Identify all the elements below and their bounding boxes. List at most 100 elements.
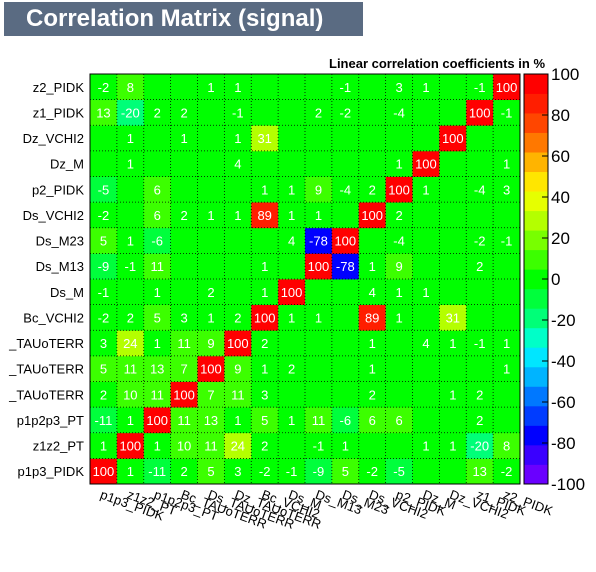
- heatmap-cell: [493, 202, 521, 229]
- cell-value: 1: [449, 336, 456, 351]
- heatmap-cell: [331, 432, 360, 459]
- heatmap-cell: [439, 202, 467, 229]
- heatmap-cell: [305, 355, 333, 382]
- heatmap-cell: [493, 125, 521, 152]
- cell-value: -9: [98, 259, 110, 274]
- y-tick-label: p2_PIDK: [32, 182, 84, 197]
- heatmap-cell: [90, 407, 118, 434]
- cell-value: 1: [503, 157, 510, 172]
- cell-value: -11: [95, 413, 113, 428]
- colorbar-band: [524, 269, 548, 290]
- cell-value: 100: [469, 105, 491, 120]
- heatmap-cell: [331, 74, 360, 101]
- heatmap-cell: [143, 381, 172, 408]
- heatmap-cell: [251, 99, 279, 126]
- heatmap-cell: [466, 227, 494, 254]
- y-tick-label: z1z2_PT: [33, 439, 84, 454]
- heatmap-cell: [466, 458, 494, 485]
- heatmap-cell: [439, 381, 467, 408]
- cell-value: 100: [227, 336, 249, 351]
- cell-value: -4: [340, 182, 352, 197]
- heatmap-cell: [170, 150, 198, 177]
- cell-value: 100: [146, 413, 168, 428]
- heatmap-cell: [493, 227, 521, 254]
- heatmap-cell: [305, 381, 333, 408]
- heatmap-cell: [358, 458, 387, 485]
- heatmap-cell: [439, 176, 467, 203]
- cell-value: -1: [232, 105, 244, 120]
- cell-value: -1: [340, 80, 352, 95]
- heatmap-cells: [90, 74, 521, 485]
- colorbar-band: [524, 132, 548, 153]
- heatmap-cell: [305, 125, 333, 152]
- cell-value: 1: [207, 80, 214, 95]
- heatmap-cell: [170, 304, 198, 331]
- heatmap-cell: [305, 99, 333, 126]
- cell-value: 1: [261, 182, 268, 197]
- heatmap-cell: [466, 304, 494, 331]
- cell-value: 2: [476, 413, 483, 428]
- cell-value: 100: [254, 310, 276, 325]
- colorbar-tick-label: 40: [551, 188, 570, 207]
- cell-value: 1: [395, 157, 402, 172]
- cell-value: 24: [231, 439, 245, 454]
- cell-value: 3: [180, 310, 187, 325]
- heatmap-cell: [224, 304, 252, 331]
- cell-value: 1: [234, 80, 241, 95]
- heatmap-cell: [90, 176, 118, 203]
- cell-value: 2: [127, 310, 134, 325]
- x-axis-labels: p1p3_PIDKz1z2_PTp1p2p3_PTBc_TAUoTERRDs_T…: [98, 487, 555, 532]
- heatmap-cell: [197, 253, 225, 280]
- cell-value: -2: [340, 105, 352, 120]
- heatmap-cell: [412, 330, 440, 357]
- cell-value: 11: [231, 387, 245, 402]
- heatmap-cell: [493, 74, 521, 101]
- grid-lines: [90, 74, 520, 484]
- heatmap-cell: [224, 381, 252, 408]
- heatmap-cell: [439, 253, 467, 280]
- heatmap-cell: [90, 381, 118, 408]
- heatmap-cell: [143, 304, 172, 331]
- heatmap-cell: [358, 330, 387, 357]
- heatmap-cell: [90, 150, 118, 177]
- heatmap-cell: [197, 227, 225, 254]
- cell-value: 1: [207, 208, 214, 223]
- cell-value: -1: [501, 234, 513, 249]
- heatmap-cell: [170, 458, 198, 485]
- heatmap-cell: [305, 202, 333, 229]
- heatmap-cell: [251, 74, 279, 101]
- colorbar-band: [524, 171, 548, 192]
- y-tick-label: _TAUoTERR: [8, 387, 84, 402]
- heatmap-cell: [170, 74, 198, 101]
- heatmap-cell: [358, 381, 387, 408]
- colorbar-band: [524, 152, 548, 173]
- heatmap-cell: [358, 279, 387, 306]
- cell-value: 1: [369, 362, 376, 377]
- y-axis-labels: p1p3_PIDK z1z2_PT p1p2p3_PT _TAUoTERR _TAUoT…: [8, 80, 84, 479]
- cell-value: 1: [180, 131, 187, 146]
- heatmap-cell: [466, 407, 494, 434]
- heatmap-cell: [305, 150, 333, 177]
- heatmap-cell: [358, 227, 387, 254]
- cell-value: 5: [207, 464, 214, 479]
- heatmap-cell: [385, 227, 413, 254]
- cell-value: 2: [288, 362, 295, 377]
- heatmap-cell: [197, 458, 225, 485]
- cell-value: 6: [395, 413, 402, 428]
- cell-value: 5: [100, 362, 107, 377]
- heatmap-cell: [385, 330, 413, 357]
- colorbar-band: [524, 113, 548, 133]
- heatmap-cell: [439, 227, 467, 254]
- cell-value: -20: [121, 105, 140, 120]
- heatmap-cell: [143, 432, 172, 459]
- heatmap-cell: [197, 125, 225, 152]
- colorbar-band: [524, 249, 548, 270]
- colorbar-band: [524, 464, 548, 485]
- cell-value: 1: [154, 336, 161, 351]
- heatmap-cell: [116, 432, 145, 459]
- heatmap-cell: [385, 381, 413, 408]
- heatmap-cell: [278, 150, 306, 177]
- heatmap-cell: [493, 253, 521, 280]
- heatmap-cell: [493, 355, 521, 382]
- heatmap-cell: [278, 74, 306, 101]
